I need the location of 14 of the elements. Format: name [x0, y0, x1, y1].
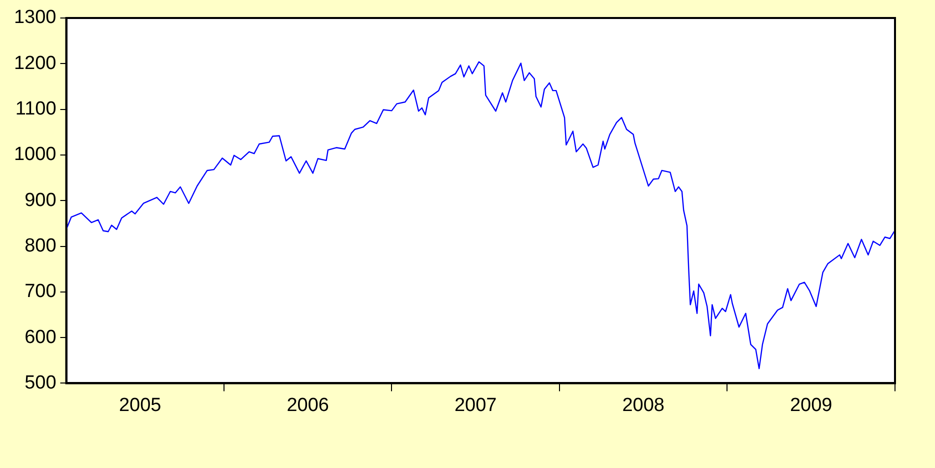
x-tick-label: 2006: [286, 394, 329, 416]
x-tick-label: 2008: [622, 394, 664, 416]
y-tick-label: 800: [24, 235, 56, 256]
x-tick-label: 2005: [118, 394, 162, 416]
y-tick-label: 1300: [14, 7, 56, 28]
y-tick-label: 500: [24, 372, 56, 394]
y-tick-label: 1100: [15, 98, 56, 120]
y-tick-label: 600: [24, 326, 56, 348]
x-tick-label: 2007: [454, 394, 497, 416]
x-tick-label: 2009: [790, 394, 832, 416]
y-tick-label: 900: [24, 190, 56, 211]
y-tick-label: 1200: [14, 52, 56, 74]
y-tick-label: 700: [24, 281, 56, 302]
y-tick-label: 1000: [14, 144, 56, 166]
